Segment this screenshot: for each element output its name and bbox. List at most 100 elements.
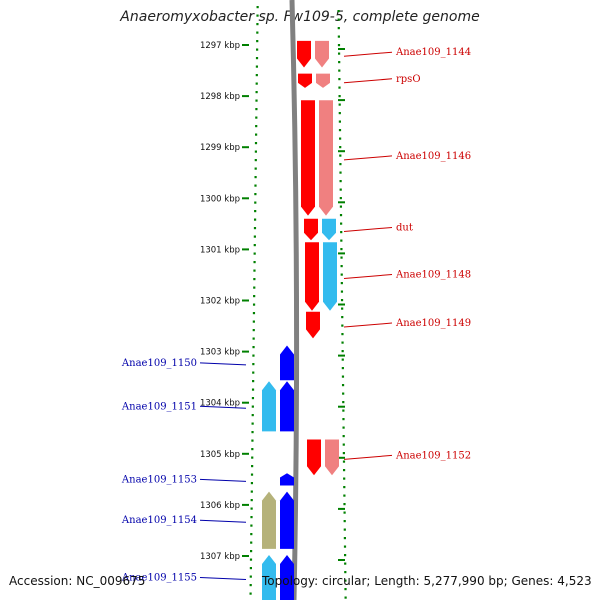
guide-dot <box>340 273 343 276</box>
guide-dot <box>254 176 257 179</box>
guide-dot <box>343 520 346 523</box>
guide-dot <box>341 350 344 353</box>
guide-dot <box>250 473 254 476</box>
guide-dot <box>341 375 345 378</box>
gene-label[interactable]: dut <box>396 222 413 233</box>
guide-dot <box>339 214 343 217</box>
guide-dot <box>340 290 344 293</box>
guide-dot <box>250 524 253 527</box>
guide-dot <box>250 490 253 493</box>
guide-dot <box>255 65 259 68</box>
forward-gene-arrow[interactable] <box>301 100 315 216</box>
reverse-cds-block[interactable] <box>262 554 276 600</box>
guide-dot <box>337 27 340 30</box>
forward-gene-arrow[interactable] <box>307 439 321 476</box>
guide-dot <box>337 10 340 13</box>
guide-dot <box>338 112 341 115</box>
forward-gene-arrow[interactable] <box>305 242 319 311</box>
guide-dot <box>343 503 346 506</box>
guide-dot <box>249 584 252 587</box>
guide-dot <box>340 248 343 251</box>
guide-dot <box>256 6 259 9</box>
guide-dot <box>338 86 341 89</box>
guide-dot <box>337 44 341 47</box>
guide-dot <box>343 537 346 540</box>
guide-dot <box>249 567 252 570</box>
forward-gene-arrow[interactable] <box>298 73 312 88</box>
label-leader <box>199 478 247 482</box>
guide-dot <box>251 422 254 425</box>
gene-label[interactable]: Anae109_1148 <box>395 269 471 280</box>
forward-cds-block[interactable] <box>319 100 333 216</box>
guide-dot <box>339 146 342 149</box>
gene-label[interactable]: rpsO <box>396 74 421 85</box>
scale-label: 1299 kbp <box>200 143 240 153</box>
guide-dot <box>253 227 257 230</box>
guide-dot <box>344 562 347 565</box>
guide-dot <box>255 108 258 111</box>
forward-gene-arrow[interactable] <box>306 311 320 339</box>
forward-cds-block[interactable] <box>315 40 329 68</box>
gene-label[interactable]: Anae109_1155 <box>121 572 197 583</box>
guide-dot <box>255 91 258 94</box>
forward-cds-block[interactable] <box>323 242 337 311</box>
forward-gene-arrow[interactable] <box>304 218 318 241</box>
guide-dot <box>343 545 347 548</box>
guide-dot <box>344 571 347 574</box>
scale-label: 1307 kbp <box>200 552 240 562</box>
reverse-cds-block[interactable] <box>262 381 276 432</box>
forward-cds-block[interactable] <box>316 73 330 88</box>
guide-dot <box>338 120 341 123</box>
guide-dot <box>254 150 257 153</box>
guide-dot <box>341 316 344 319</box>
label-leader <box>343 51 393 57</box>
gene-label[interactable]: Anae109_1149 <box>395 318 471 329</box>
reverse-gene-arrow[interactable] <box>280 491 294 549</box>
guide-dot <box>342 469 346 472</box>
guide-dot <box>254 193 257 196</box>
guide-dot <box>250 533 253 536</box>
gene-label[interactable]: Anae109_1154 <box>121 515 197 526</box>
label-leader <box>199 405 247 409</box>
guide-dot <box>252 371 255 374</box>
guide-dot <box>343 494 346 497</box>
guide-dot <box>253 286 256 289</box>
gene-label[interactable]: Anae109_1146 <box>395 151 471 162</box>
guide-dot <box>341 358 344 361</box>
gene-label[interactable]: Anae109_1150 <box>121 358 197 369</box>
gene-label[interactable]: Anae109_1152 <box>395 450 471 461</box>
forward-cds-block[interactable] <box>322 218 336 241</box>
reverse-gene-arrow[interactable] <box>280 345 294 381</box>
guide-dot <box>340 222 343 225</box>
guide-dot <box>341 324 344 327</box>
guide-dot <box>251 388 255 391</box>
forward-gene-arrow[interactable] <box>297 40 311 68</box>
guide-dot <box>342 401 345 404</box>
guide-dot <box>254 201 257 204</box>
guide-dot <box>256 48 259 51</box>
guide-dot <box>254 133 258 136</box>
guide-dot <box>343 486 346 489</box>
gene-label[interactable]: Anae109_1153 <box>121 474 197 485</box>
guide-dot <box>255 57 259 60</box>
guide-dot <box>251 465 254 468</box>
guide-dot <box>254 210 257 213</box>
gene-label[interactable]: Anae109_1151 <box>121 401 197 412</box>
reverse-cds-block[interactable] <box>262 491 276 549</box>
guide-dot <box>341 333 344 336</box>
guide-dot <box>254 159 257 162</box>
reverse-gene-arrow[interactable] <box>280 473 294 486</box>
label-leader <box>343 454 393 460</box>
reverse-gene-arrow[interactable] <box>280 554 294 600</box>
guide-dot <box>251 431 254 434</box>
guide-dot <box>249 592 252 595</box>
gene-label[interactable]: Anae109_1144 <box>395 47 471 58</box>
genome-summary: Topology: circular; Length: 5,277,990 bp… <box>262 574 592 588</box>
guide-dot <box>251 448 254 451</box>
scale-label: 1301 kbp <box>200 245 240 255</box>
reverse-gene-arrow[interactable] <box>280 381 294 432</box>
guide-dot <box>256 14 259 17</box>
forward-cds-block[interactable] <box>325 439 339 476</box>
guide-dot <box>252 312 256 315</box>
